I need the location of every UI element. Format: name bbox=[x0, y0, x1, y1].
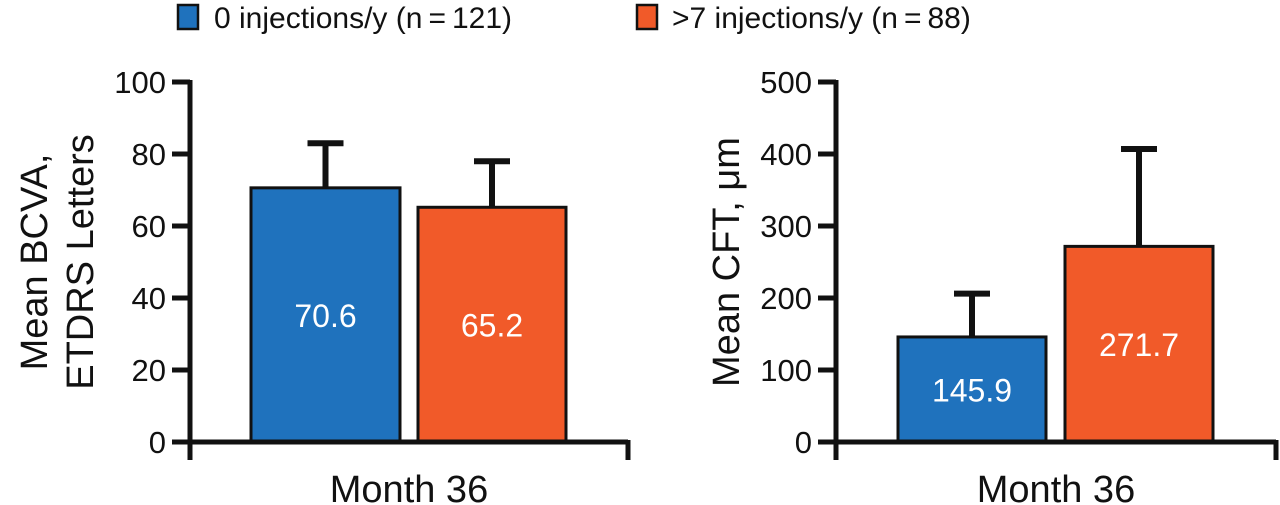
data-label-0: 70.6 bbox=[294, 298, 356, 334]
x-axis-label: Month 36 bbox=[977, 469, 1135, 505]
y-tick-label: 0 bbox=[149, 425, 166, 460]
y-tick-label: 100 bbox=[760, 353, 812, 388]
bar-1 bbox=[1063, 244, 1215, 444]
y-tick-label: 500 bbox=[760, 65, 812, 100]
legend-label-1: >7 injections/y (n = 88) bbox=[672, 2, 971, 35]
legend-swatch-0 bbox=[176, 3, 200, 31]
legend-item-1: >7 injections/y (n = 88) bbox=[635, 2, 971, 35]
y-tick-label: 400 bbox=[760, 137, 812, 172]
y-tick-label: 40 bbox=[132, 281, 166, 316]
data-label-1: 65.2 bbox=[461, 308, 523, 344]
y-tick-label: 80 bbox=[132, 137, 166, 172]
y-tick-label: 100 bbox=[114, 65, 166, 100]
y-axis-label: Mean CFT, μm bbox=[706, 137, 748, 387]
bcva-chart: 70.6 65.2 0 20 40 60 80 100 Month 36 Mean BCVA, ET… bbox=[14, 65, 631, 505]
legend-label-0: 0 injections/y (n = 121) bbox=[214, 2, 512, 35]
legend-item-0: 0 injections/y (n = 121) bbox=[176, 2, 512, 35]
y-tick-label: 0 bbox=[795, 425, 812, 460]
y-tick-label: 20 bbox=[132, 353, 166, 388]
bar-0 bbox=[249, 186, 402, 444]
bar-0 bbox=[896, 335, 1048, 444]
legend-swatch-1 bbox=[635, 3, 659, 31]
data-label-1: 271.7 bbox=[1099, 327, 1179, 363]
cft-chart: 145.9 271.7 0 100 200 300 400 500 Month 36 Mean C… bbox=[706, 65, 1279, 505]
y-axis-label: Mean BCVA, bbox=[14, 154, 56, 371]
legend: 0 injections/y (n = 121) >7 injections/y… bbox=[176, 2, 971, 35]
x-axis-label: Month 36 bbox=[330, 469, 488, 505]
y-axis-label: ETDRS Letters bbox=[60, 134, 102, 390]
y-tick-label: 60 bbox=[132, 209, 166, 244]
y-tick-label: 200 bbox=[760, 281, 812, 316]
y-tick-label: 300 bbox=[760, 209, 812, 244]
data-label-0: 145.9 bbox=[932, 372, 1012, 408]
